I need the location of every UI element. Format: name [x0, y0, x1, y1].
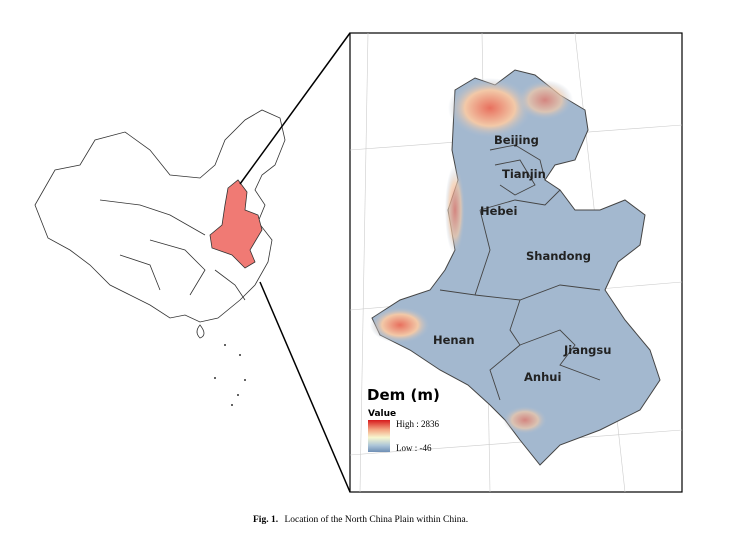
- caption-text: Location of the North China Plain within…: [284, 514, 468, 525]
- islands: [214, 344, 246, 406]
- province-label: Tianjin: [502, 167, 546, 181]
- legend-gradient: [368, 420, 390, 452]
- legend-low: Low : -46: [396, 443, 432, 453]
- province-label: Beijing: [494, 133, 539, 147]
- province-label: Shandong: [526, 249, 591, 263]
- caption: Fig. 1. Location of the North China Plai…: [253, 514, 468, 525]
- caption-label: Fig. 1.: [253, 515, 278, 525]
- legend-title: Dem (m): [367, 386, 440, 404]
- province-label: Henan: [433, 333, 475, 347]
- province-labels: Beijing Tianjin Hebei Shandong Henan Jia…: [433, 133, 611, 384]
- province-label: Anhui: [524, 370, 561, 384]
- dem-region: [370, 69, 661, 466]
- province-label: Jiangsu: [563, 343, 611, 357]
- china-map: [34, 109, 286, 339]
- connector-line: [259, 281, 351, 493]
- legend: Dem (m) Value High : 2836 Low : -46: [367, 386, 440, 453]
- legend-subtitle: Value: [368, 409, 396, 419]
- province-label: Hebei: [480, 204, 517, 218]
- legend-high: High : 2836: [396, 419, 440, 429]
- connector-line: [239, 32, 351, 185]
- north-china-plain-highlight: [209, 179, 263, 269]
